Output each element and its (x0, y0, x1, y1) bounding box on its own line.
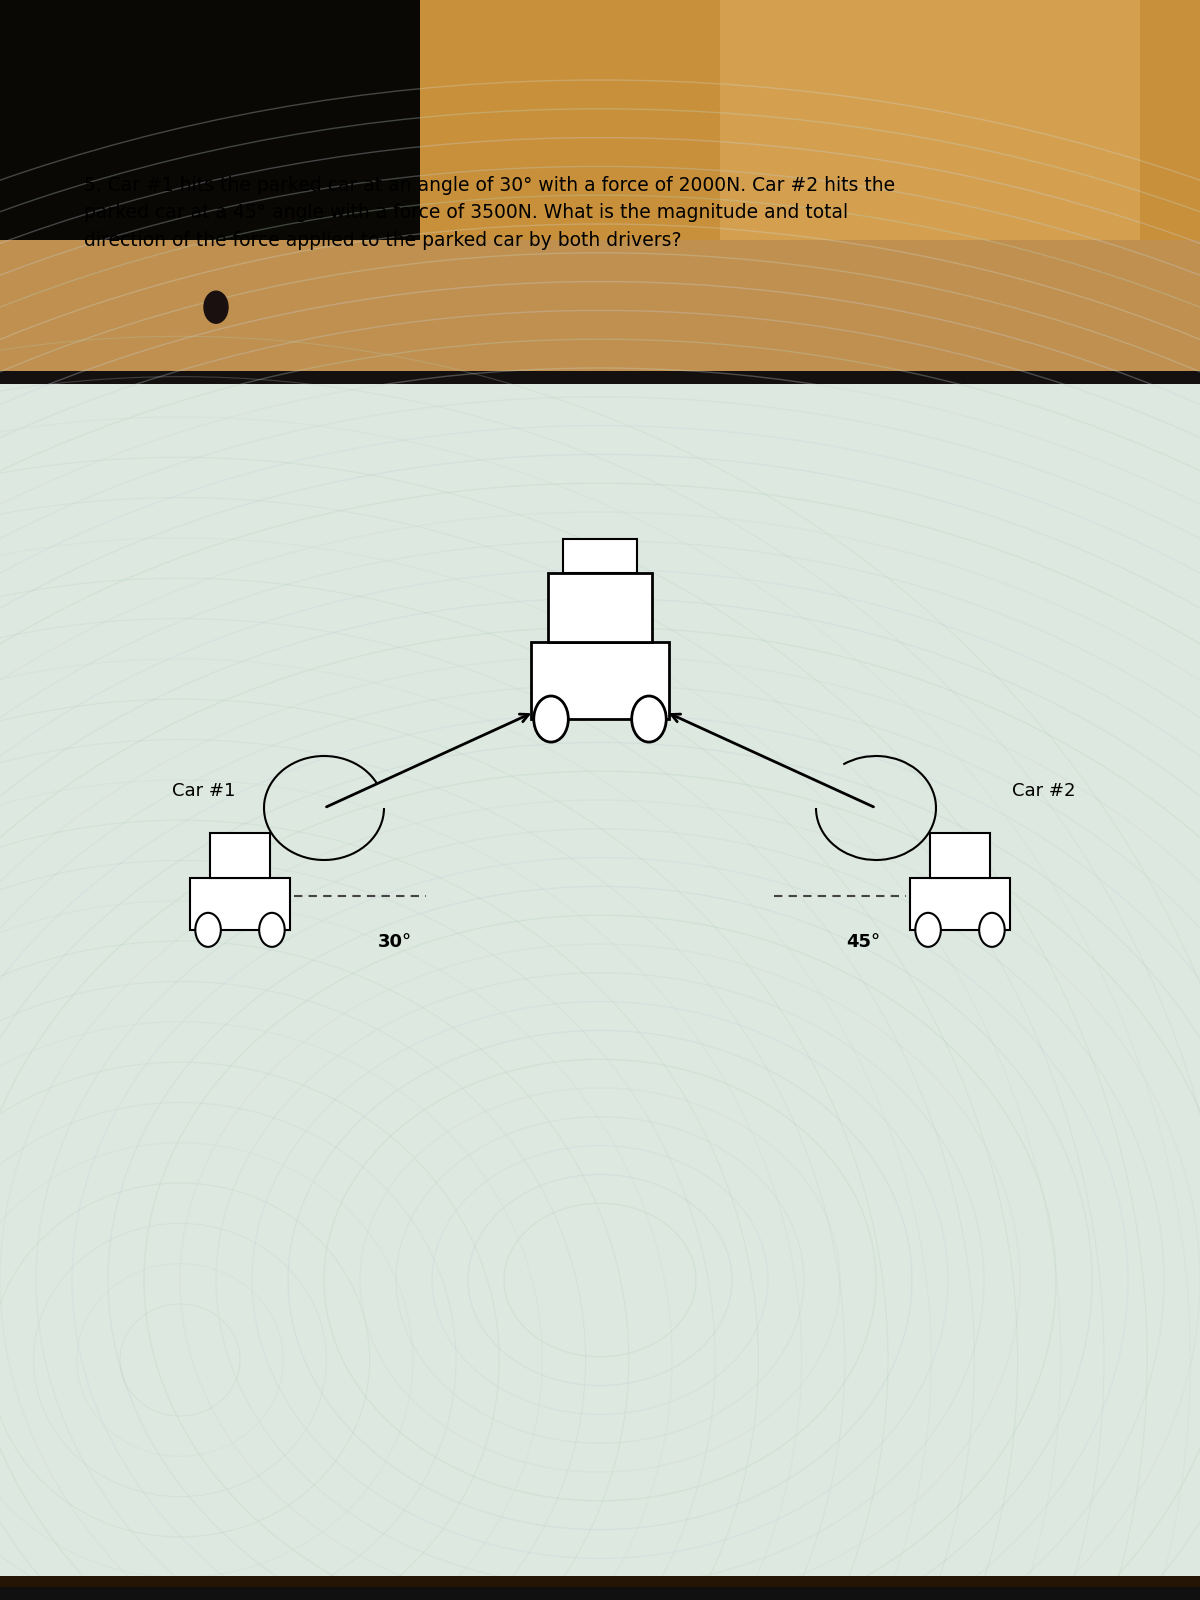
Bar (0, 1576, 1200, 1600)
Circle shape (196, 914, 221, 947)
Circle shape (534, 696, 569, 742)
Bar (0, 371, 1200, 384)
Polygon shape (720, 0, 1140, 240)
Circle shape (259, 914, 284, 947)
Bar (0, 240, 1200, 376)
Bar (530, 642, 670, 718)
Bar (190, 878, 290, 930)
Bar (0, 0, 1200, 240)
Bar (0, 1587, 1200, 1600)
Text: 5. Car #1 hits the parked car at an angle of 30° with a force of 2000N. Car #2 h: 5. Car #1 hits the parked car at an angl… (84, 176, 895, 250)
Circle shape (979, 914, 1004, 947)
Bar (210, 832, 270, 878)
Polygon shape (420, 0, 1200, 240)
Text: 30°: 30° (378, 933, 412, 950)
Bar (910, 878, 1010, 930)
Bar (563, 539, 637, 573)
Bar (548, 573, 652, 642)
Text: Car #1: Car #1 (173, 782, 235, 800)
Circle shape (204, 291, 228, 323)
Text: 45°: 45° (846, 933, 880, 950)
Circle shape (631, 696, 666, 742)
Text: Car #2: Car #2 (1013, 782, 1075, 800)
Bar (930, 832, 990, 878)
Circle shape (916, 914, 941, 947)
Bar (0, 381, 1200, 1600)
